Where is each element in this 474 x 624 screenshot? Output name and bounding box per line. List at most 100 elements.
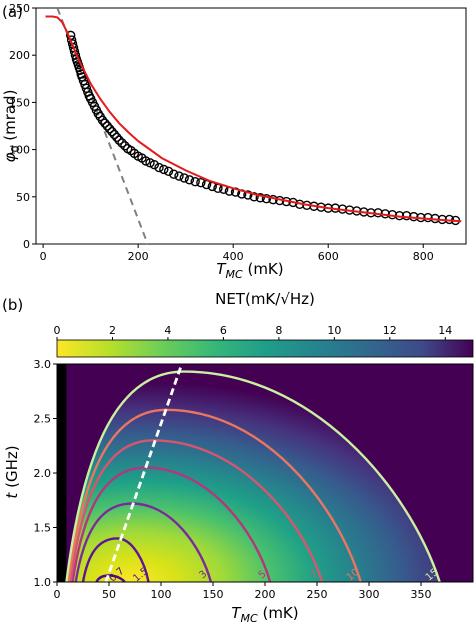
contour-line	[69, 439, 324, 582]
xlabel-sub: MC	[226, 268, 243, 281]
fit-line	[45, 15, 462, 223]
y-tick-label: 50	[16, 191, 30, 204]
x-tick-label: 0	[40, 250, 47, 263]
colorbar-label: NET(mK/√Hz)	[215, 290, 315, 308]
data-point	[114, 135, 124, 145]
contour-label: 15	[424, 567, 441, 584]
y-tick-label: 100	[9, 144, 30, 157]
x-tick-label: 200	[128, 250, 149, 263]
panel-b-label: (b)	[2, 296, 23, 314]
ylabel-main: φ	[1, 152, 19, 162]
data-point	[184, 175, 195, 185]
data-point	[104, 124, 115, 134]
colorbar-gradient	[56, 339, 474, 358]
data-point	[401, 210, 412, 221]
data-point	[169, 169, 179, 179]
ylabel-unit: (GHz)	[3, 445, 21, 492]
contour-line	[65, 370, 441, 582]
x-tick-label: 800	[413, 250, 434, 263]
contour-label: 7	[309, 569, 321, 582]
x-tick-label: 50	[102, 588, 116, 601]
colorbar-tick-label: 4	[164, 324, 171, 337]
panel-a-x-ticks: 0 200 400 600 800	[40, 244, 434, 263]
y-tick-label: 1.0	[34, 576, 52, 589]
xlabel-unit: (mK)	[258, 604, 299, 622]
colorbar-tick-label: 0	[54, 324, 61, 337]
data-point	[179, 173, 189, 183]
dashed-line	[104, 364, 184, 582]
x-tick-label: 400	[223, 250, 244, 263]
y-tick-label: 150	[9, 96, 30, 109]
x-tick-label: 350	[411, 588, 432, 601]
panel-a-xlabel: TMC (mK)	[216, 260, 283, 281]
contour-label: 5	[257, 569, 269, 582]
panel-b-y-ticks: 1.0 1.5 2.0 2.5 3.0	[34, 358, 57, 589]
black-strip	[57, 364, 67, 582]
panel-a-ylabel: φ0 (mrad)	[1, 90, 22, 163]
data-point	[100, 118, 110, 128]
x-tick-label: 200	[255, 588, 276, 601]
colorbar-tick-label: 10	[327, 324, 341, 337]
y-tick-label: 2.5	[34, 413, 52, 426]
panel-a-label: (a)	[2, 3, 23, 21]
y-tick-label: 1.5	[34, 522, 52, 535]
data-point	[261, 193, 272, 204]
colorbar-tick-label: 8	[275, 324, 282, 337]
data-point	[154, 162, 164, 173]
panel-a-plot: 0 200 400 600 800 0 50 100 150 200 250 TMC (mK) φ…	[1, 2, 467, 281]
xlabel-sub: MC	[241, 612, 258, 624]
data-point	[174, 171, 184, 181]
colorbar-ticks: 0 2 4 6 8 10 12 14	[54, 324, 452, 340]
data-point	[120, 141, 130, 151]
data-point	[141, 156, 151, 166]
y-tick-label: 3.0	[34, 358, 52, 371]
data-point	[149, 160, 160, 170]
colorbar-tick-label: 14	[438, 324, 452, 337]
contour-label: 10	[345, 567, 362, 584]
panel-b-ylabel: t (GHz)	[3, 445, 21, 498]
x-tick-label: 300	[359, 588, 380, 601]
data-point	[145, 158, 155, 168]
data-point	[112, 132, 122, 143]
colorbar-tick-label: 12	[383, 324, 397, 337]
data-point	[159, 164, 169, 175]
xlabel-unit: (mK)	[243, 260, 284, 278]
data-point	[255, 193, 265, 203]
data-point	[196, 177, 206, 188]
contour-line	[95, 574, 126, 582]
data-point	[117, 138, 127, 148]
data-point	[97, 115, 108, 126]
y-tick-label: 2.0	[34, 467, 52, 480]
white-dashed-line	[104, 364, 184, 582]
data-point	[163, 166, 174, 177]
x-tick-label: 250	[307, 588, 328, 601]
colorbar-tick-label: 2	[109, 324, 116, 337]
colorbar-tick-label: 6	[220, 324, 227, 337]
x-tick-label: 150	[203, 588, 224, 601]
panel-a-y-ticks: 0 50 100 150 200 250	[9, 2, 36, 251]
ylabel-main: t	[3, 492, 21, 499]
contour-line	[81, 537, 150, 582]
data-point	[243, 190, 253, 200]
xlabel-main: T	[216, 260, 227, 278]
x-tick-label: 100	[151, 588, 172, 601]
data-point	[109, 129, 120, 140]
fit-curve	[45, 15, 462, 223]
xlabel-main: T	[231, 604, 242, 622]
colorbar: NET(mK/√Hz) 0 2 4 6 8 10 12 14	[54, 290, 474, 358]
panel-b-plot: 0.7 1.5 3 5 7 10 15 0 50 100 150 200 250 300 350 1.01…	[3, 358, 474, 624]
y-tick-label: 250	[9, 2, 30, 15]
ylabel-sub: 0	[9, 146, 22, 153]
x-tick-label: 600	[318, 250, 339, 263]
data-point	[190, 176, 200, 187]
y-tick-label: 200	[9, 49, 30, 62]
panel-b-x-ticks: 0 50 100 150 200 250 300 350	[54, 582, 432, 601]
data-point	[102, 121, 112, 131]
panel-a-frame	[35, 7, 467, 245]
panel-b-xlabel: TMC (mK)	[231, 604, 298, 624]
contour-label: 3	[197, 569, 209, 582]
data-point	[249, 192, 259, 202]
y-tick-label: 0	[23, 238, 30, 251]
x-tick-label: 0	[54, 588, 61, 601]
